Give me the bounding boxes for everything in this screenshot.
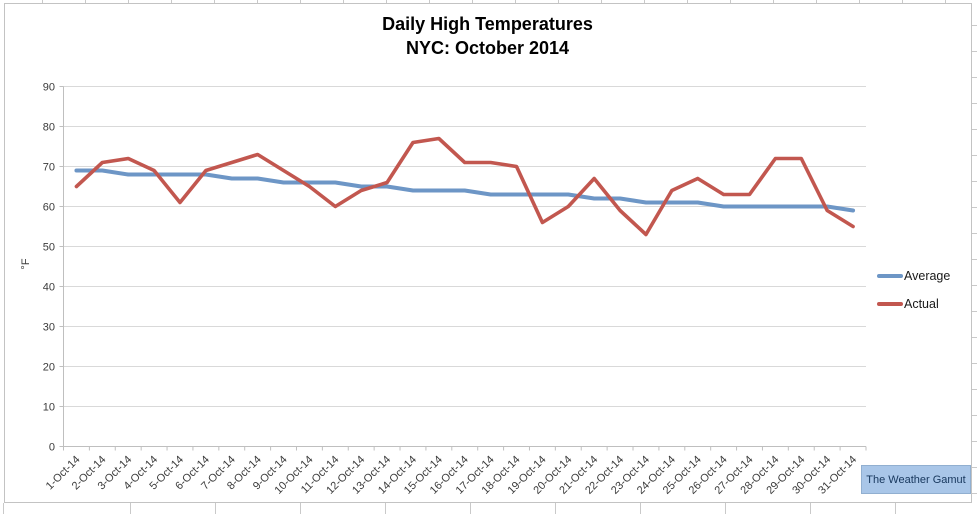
- legend-line-sample-average-icon: [877, 274, 903, 278]
- y-axis-label: 10: [43, 402, 55, 414]
- chart-title-line1: Daily High Temperatures: [382, 14, 593, 34]
- y-axis-label: 90: [43, 82, 55, 94]
- legend-item-actual: Actual: [877, 297, 950, 311]
- sheet-gridlines-top: [0, 0, 977, 3]
- y-axis-title: °F: [20, 258, 32, 270]
- y-axis-label: 40: [43, 282, 55, 294]
- y-axis-label: 80: [43, 122, 55, 134]
- weather-gamut-badge: The Weather Gamut: [861, 465, 971, 494]
- y-axis-label: 70: [43, 162, 55, 174]
- sheet-gridlines-right: [972, 0, 977, 514]
- legend-label-average: Average: [904, 269, 951, 283]
- sheet-gridlines-bottom: [0, 503, 977, 514]
- series-line-average: [74, 168, 856, 213]
- legend-line-sample-actual-icon: [877, 302, 903, 306]
- legend-label-actual: Actual: [904, 297, 939, 311]
- legend: Average Actual: [877, 269, 950, 311]
- chart-title-line2: NYC: October 2014: [405, 38, 570, 58]
- legend-item-average: Average: [877, 269, 950, 283]
- y-axis-label: 0: [49, 442, 55, 454]
- weather-gamut-badge-label: The Weather Gamut: [866, 473, 966, 486]
- y-axis-label: 60: [43, 202, 55, 214]
- y-axis-label: 30: [43, 322, 55, 334]
- y-axis-label: 20: [43, 362, 55, 374]
- y-axis-label: 50: [43, 242, 55, 254]
- series-line-actual: [74, 136, 855, 237]
- chart-title: Daily High Temperatures NYC: October 201…: [4, 12, 971, 60]
